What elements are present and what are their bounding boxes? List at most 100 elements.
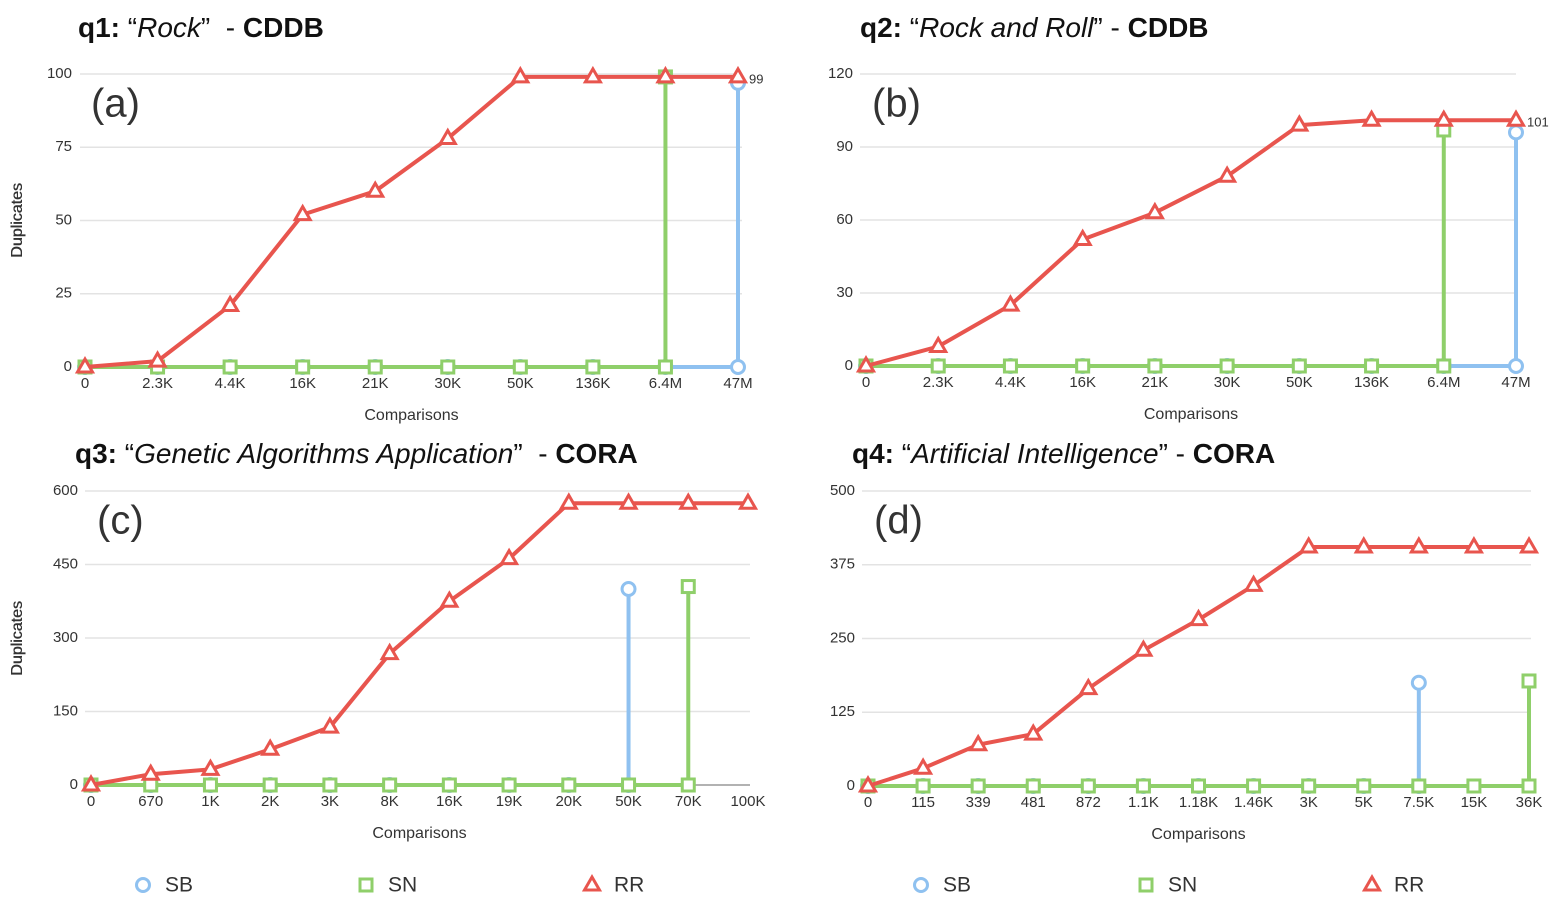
title-part: ” - (201, 12, 243, 43)
x-tick-label: 5K (1355, 794, 1373, 811)
legend-label: RR (1394, 874, 1424, 897)
point-marker (80, 773, 102, 792)
x-tick-label: 4.4K (215, 375, 246, 392)
point-marker (1505, 109, 1527, 127)
title-part: “ (120, 12, 137, 43)
legend-label: SN (1168, 874, 1197, 897)
series-line (868, 680, 1531, 788)
title-part: q2: (860, 12, 902, 43)
point-marker (855, 354, 877, 373)
point-marker (1411, 778, 1427, 794)
point-marker (319, 716, 341, 734)
point-marker (1219, 358, 1235, 374)
y-tick-label: 0 (64, 358, 72, 375)
point-marker (1075, 358, 1091, 374)
point-marker (655, 65, 676, 84)
point-marker (582, 65, 603, 84)
point-marker (618, 492, 639, 510)
point-marker (260, 738, 281, 756)
series-line (90, 501, 748, 787)
title-part: Rock (137, 12, 203, 43)
point-marker (439, 590, 460, 608)
point-marker (510, 65, 531, 84)
point-marker (680, 579, 696, 595)
series-line (866, 129, 1446, 368)
y-axis-title: Duplicates (9, 183, 26, 258)
point-marker (1433, 109, 1454, 127)
point-marker (678, 492, 699, 510)
point-marker (1002, 358, 1018, 374)
chart-title: q1: “Rock” - CDDB (78, 12, 324, 43)
legend-marker (135, 877, 151, 893)
x-tick-label: 2K (261, 793, 279, 810)
x-tick-label: 21K (1142, 374, 1169, 391)
y-axis-title: Duplicates (9, 601, 26, 676)
x-tick-label: 0 (87, 793, 95, 810)
point-marker (1080, 778, 1096, 794)
y-tick-label: 450 (53, 555, 78, 572)
title-part: q1: (78, 12, 120, 43)
x-tick-label: 20K (555, 793, 582, 810)
point-marker (1078, 677, 1099, 696)
point-marker (621, 777, 637, 793)
point-marker (1518, 536, 1540, 554)
point-marker (200, 758, 221, 776)
title-part: Rock and Roll (919, 12, 1094, 43)
legend-marker (1138, 877, 1154, 893)
y-tick-label: 100 (47, 65, 72, 82)
x-tick-label: 100K (730, 793, 765, 810)
x-tick-label: 115 (911, 794, 935, 811)
x-tick-label: 8K (380, 793, 398, 810)
step-marker (1436, 358, 1452, 374)
x-tick-label: 3K (1299, 794, 1317, 811)
y-tick-label: 0 (847, 777, 855, 794)
x-tick-label: 4.4K (995, 374, 1026, 391)
series-line (867, 545, 1529, 788)
series-line (91, 589, 631, 787)
point-marker (737, 492, 759, 510)
step-marker (730, 359, 746, 375)
x-tick-label: 1.46K (1234, 794, 1273, 811)
legend-label: SB (943, 874, 971, 897)
x-tick-label: 15K (1461, 794, 1488, 811)
panel-label: (c) (97, 499, 144, 543)
point-marker (262, 777, 278, 793)
x-tick-label: 670 (138, 793, 163, 810)
point-marker (440, 359, 456, 375)
x-tick-label: 19K (496, 793, 523, 810)
legend-marker (1361, 873, 1383, 892)
x-tick-label: 0 (862, 374, 870, 391)
legend-label: RR (614, 874, 644, 897)
point-marker (1289, 114, 1310, 132)
x-tick-label: 50K (1286, 374, 1313, 391)
title-part: q4: (852, 438, 894, 469)
point-marker (1408, 536, 1429, 554)
x-tick-label: 339 (966, 794, 991, 811)
point-marker (1072, 228, 1093, 246)
x-tick-label: 16K (289, 375, 316, 392)
point-marker (441, 777, 457, 793)
panel-label: (b) (872, 82, 921, 126)
point-marker (140, 763, 161, 781)
title-part: ” - (1159, 438, 1193, 469)
point-marker (365, 180, 386, 198)
point-marker (1133, 639, 1154, 657)
y-tick-label: 0 (70, 776, 78, 793)
point-marker (1364, 358, 1380, 374)
x-axis-title: Comparisons (372, 825, 466, 842)
point-marker (558, 492, 579, 510)
series-line (91, 586, 691, 787)
x-tick-label: 136K (575, 375, 610, 392)
legend-marker (913, 877, 929, 893)
x-tick-label: 136K (1354, 374, 1389, 391)
y-tick-label: 90 (836, 138, 853, 155)
point-marker (1353, 536, 1374, 554)
legend-label: SB (165, 874, 193, 897)
point-marker (498, 547, 520, 566)
chart-title: q4: “Artificial Intelligence” - CORA (852, 438, 1275, 469)
chart-title: q3: “Genetic Algorithms Application” - C… (75, 438, 638, 469)
x-tick-label: 36K (1516, 794, 1543, 811)
x-tick-label: 16K (1069, 374, 1096, 391)
y-tick-label: 30 (836, 284, 853, 301)
y-tick-label: 375 (830, 556, 855, 573)
